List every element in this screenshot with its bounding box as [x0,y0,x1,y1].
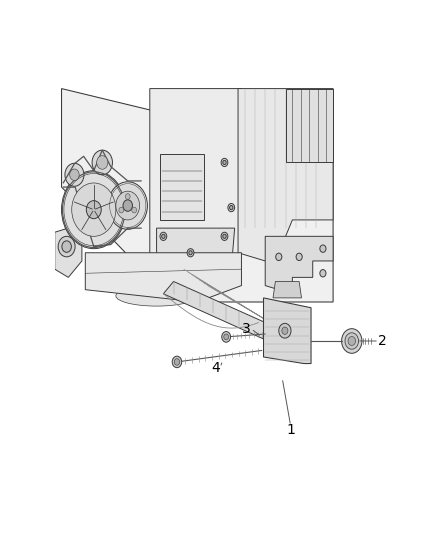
Text: 2: 2 [378,334,387,348]
Polygon shape [286,88,333,163]
Circle shape [86,200,101,219]
Circle shape [296,253,302,261]
Polygon shape [265,236,333,294]
Circle shape [174,359,180,365]
Circle shape [224,334,229,340]
Polygon shape [163,281,265,339]
Circle shape [125,193,130,199]
Circle shape [276,253,282,261]
Polygon shape [160,154,204,220]
Polygon shape [238,88,333,261]
Circle shape [282,327,288,334]
Circle shape [116,191,140,220]
Circle shape [123,200,132,211]
Circle shape [187,248,194,257]
Circle shape [222,332,230,342]
Circle shape [62,241,71,252]
Circle shape [72,183,116,236]
Circle shape [119,207,124,213]
Polygon shape [264,298,311,364]
Circle shape [189,251,192,255]
Circle shape [70,169,79,181]
Circle shape [221,232,228,240]
Circle shape [108,182,148,229]
Circle shape [320,245,326,252]
Circle shape [162,235,165,238]
Circle shape [172,356,182,368]
Circle shape [223,235,226,238]
Circle shape [230,206,233,209]
Circle shape [279,324,291,338]
Circle shape [223,160,226,165]
Polygon shape [156,228,235,294]
Circle shape [97,156,108,169]
Circle shape [132,207,137,213]
Circle shape [160,232,167,240]
Circle shape [221,158,228,166]
Circle shape [348,336,356,345]
Text: 4: 4 [212,361,220,375]
Polygon shape [61,88,333,302]
Circle shape [228,204,235,212]
Circle shape [92,150,113,175]
Circle shape [345,333,359,349]
Polygon shape [85,253,241,302]
Text: 3: 3 [242,322,251,336]
Circle shape [58,236,75,257]
Polygon shape [150,88,241,294]
Circle shape [61,171,126,248]
Circle shape [342,329,362,353]
Polygon shape [55,224,82,277]
Ellipse shape [116,286,197,306]
Polygon shape [273,281,301,298]
Circle shape [65,163,84,186]
Text: 1: 1 [286,423,295,437]
Circle shape [320,270,326,277]
